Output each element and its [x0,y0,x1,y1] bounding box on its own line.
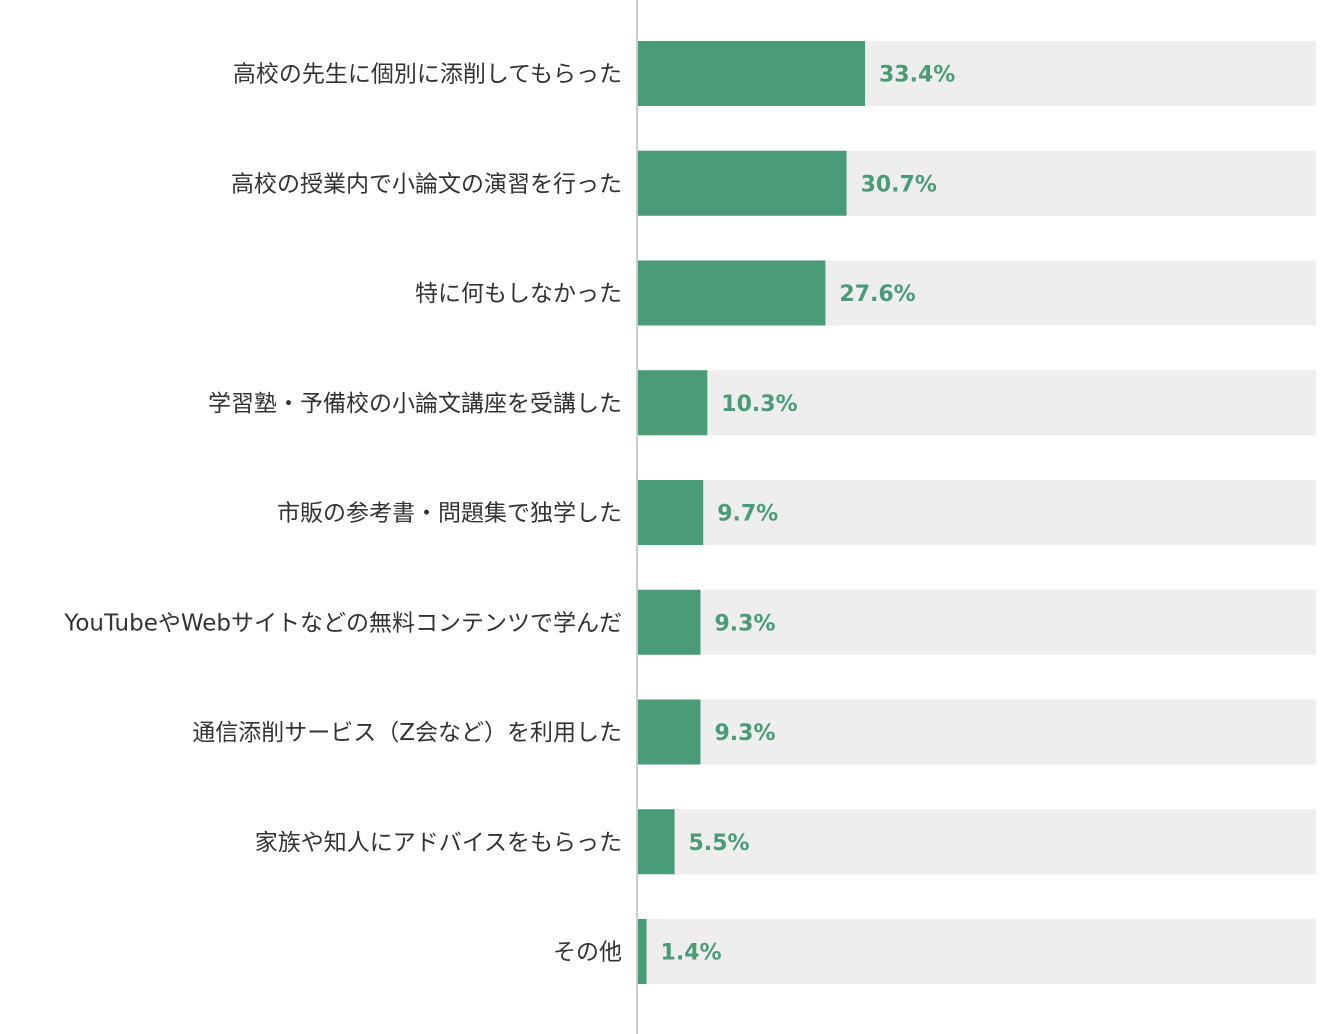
category-label: 特に何もしなかった [415,281,622,307]
value-label: 5.5% [689,831,750,856]
bar [637,480,704,545]
bar [637,150,847,216]
bar-track [637,699,1316,765]
bar [637,809,675,875]
bar-track [637,480,1316,545]
category-label: 高校の授業内で小論文の演習を行った [231,171,622,197]
bar [637,589,701,655]
value-label: 33.4% [879,63,955,88]
value-label: 27.6% [839,282,915,307]
bar [637,699,701,765]
bar-track [637,370,1316,436]
bar-track [637,919,1316,984]
category-label: 高校の先生に個別に添削してもらった [233,62,622,88]
category-label: 学習塾・予備校の小論文講座を受講した [208,391,622,417]
bars [637,41,865,984]
bar [637,370,708,436]
bar [637,260,826,326]
bar [637,41,865,106]
value-label: 9.3% [714,611,775,636]
value-label: 10.3% [721,392,797,417]
category-label: YouTubeやWebサイトなどの無料コンテンツで学んだ [63,610,622,636]
category-labels: 高校の先生に個別に添削してもらった高校の授業内で小論文の演習を行った特に何もしな… [63,62,622,966]
value-label: 9.7% [717,502,778,527]
bar [637,919,647,984]
value-label: 9.3% [714,721,775,746]
category-label: その他 [553,940,622,966]
bar-track [637,809,1316,875]
value-label: 1.4% [661,941,722,966]
category-label: 家族や知人にアドバイスをもらった [255,830,622,856]
value-labels: 33.4% 30.7% 27.6% 10.3% 9.7% 9.3% 9.3% 5.5% 1.4% [661,63,956,966]
value-label: 30.7% [861,172,937,197]
category-label: 市販の参考書・問題集で独学した [277,501,622,527]
bar-tracks [637,41,1316,984]
category-label: 通信添削サービス（Z会など）を利用した [192,720,622,746]
bar-track [637,589,1316,655]
